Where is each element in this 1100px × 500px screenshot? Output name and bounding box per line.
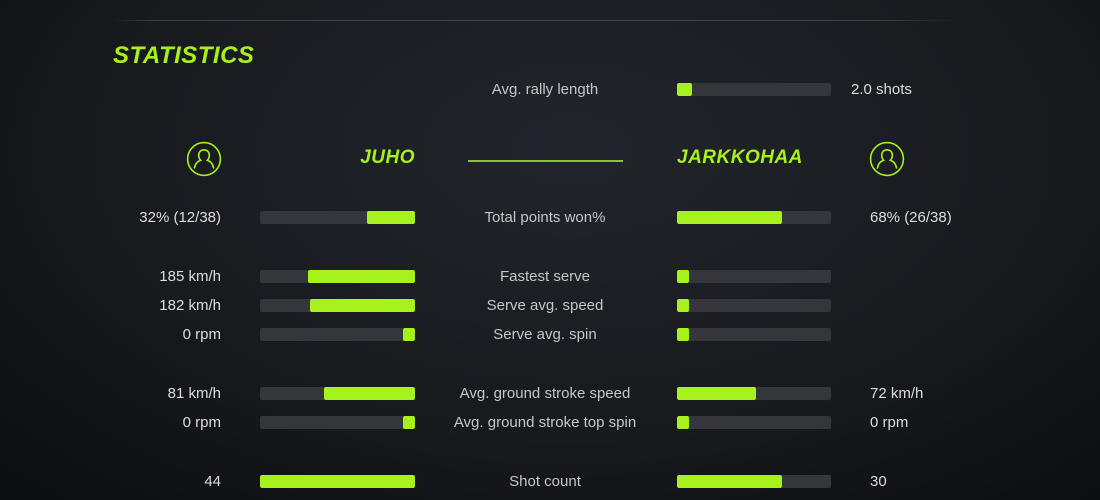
right-player-bar xyxy=(677,475,831,488)
stat-row-serve-avg-speed: 182 km/h Serve avg. speed xyxy=(0,296,1100,316)
left-player-bar xyxy=(260,475,415,488)
stat-row-ground-stroke-speed: 81 km/h Avg. ground stroke speed 72 km/h xyxy=(0,384,1100,404)
left-player-value: 32% (12/38) xyxy=(139,209,221,226)
right-player-bar xyxy=(677,270,831,283)
right-player-bar-fill xyxy=(677,328,690,341)
left-player-bar-fill xyxy=(309,299,415,312)
right-player-bar xyxy=(677,387,831,400)
right-player-bar-fill xyxy=(677,299,690,312)
right-player-value: 68% (26/38) xyxy=(870,209,952,226)
left-player-bar xyxy=(260,416,415,429)
stat-label: Avg. rally length xyxy=(491,81,599,98)
left-player-bar-fill xyxy=(366,211,415,224)
players-divider-line xyxy=(468,160,623,162)
right-player-bar xyxy=(677,328,831,341)
right-player-name: JARKKOHAA xyxy=(677,147,803,168)
left-player-bar xyxy=(260,270,415,283)
left-player-bar-fill xyxy=(402,416,415,429)
left-player-value: 44 xyxy=(204,473,221,490)
left-player-bar-fill xyxy=(308,270,415,283)
right-player-bar xyxy=(677,211,831,224)
stat-label: Fastest serve xyxy=(499,268,591,285)
stat-label: Serve avg. speed xyxy=(486,297,604,314)
left-player-bar xyxy=(260,387,415,400)
avg-rally-length-row: Avg. rally length 2.0 shots xyxy=(0,80,1100,100)
stat-label: Serve avg. spin xyxy=(493,326,597,343)
left-player-value: 0 rpm xyxy=(182,414,221,431)
avg-rally-value: 2.0 shots xyxy=(851,81,912,98)
left-player-bar-fill xyxy=(402,328,415,341)
top-divider xyxy=(113,20,961,21)
left-player-bar-fill xyxy=(323,387,415,400)
avg-rally-bar xyxy=(677,83,831,96)
avg-rally-bar-fill xyxy=(677,83,693,96)
left-player-value: 182 km/h xyxy=(159,297,221,314)
left-player-bar-fill xyxy=(260,475,415,488)
right-player-bar-fill xyxy=(677,211,782,224)
stat-label: Shot count xyxy=(509,473,581,490)
right-player-bar-fill xyxy=(677,475,782,488)
right-player-bar-fill xyxy=(677,270,690,283)
person-icon xyxy=(869,141,905,177)
left-player-bar xyxy=(260,328,415,341)
stat-row-total-points: 32% (12/38) Total points won% 68% (26/38… xyxy=(0,208,1100,228)
right-player-bar xyxy=(677,416,831,429)
right-player-value: 30 xyxy=(870,473,887,490)
person-icon xyxy=(186,141,222,177)
stat-row-shot-count: 44 Shot count 30 xyxy=(0,472,1100,492)
stat-label: Avg. ground stroke top spin xyxy=(453,414,637,431)
left-player-bar xyxy=(260,299,415,312)
left-player-value: 185 km/h xyxy=(159,268,221,285)
right-player-value: 72 km/h xyxy=(870,385,924,402)
left-player-value: 81 km/h xyxy=(167,385,221,402)
stat-label: Total points won% xyxy=(484,209,606,226)
stat-row-fastest-serve: 185 km/h Fastest serve xyxy=(0,267,1100,287)
left-player-bar xyxy=(260,211,415,224)
right-player-value: 0 rpm xyxy=(870,414,909,431)
left-player-value: 0 rpm xyxy=(182,326,221,343)
stat-row-ground-stroke-top-spin: 0 rpm Avg. ground stroke top spin 0 rpm xyxy=(0,413,1100,433)
stat-label: Avg. ground stroke speed xyxy=(459,385,631,402)
page-title: STATISTICS xyxy=(113,42,255,69)
right-player-bar-fill xyxy=(677,416,690,429)
left-player-name: JUHO xyxy=(360,147,415,168)
right-player-bar-fill xyxy=(677,387,756,400)
right-player-bar xyxy=(677,299,831,312)
stat-row-serve-avg-spin: 0 rpm Serve avg. spin xyxy=(0,325,1100,345)
